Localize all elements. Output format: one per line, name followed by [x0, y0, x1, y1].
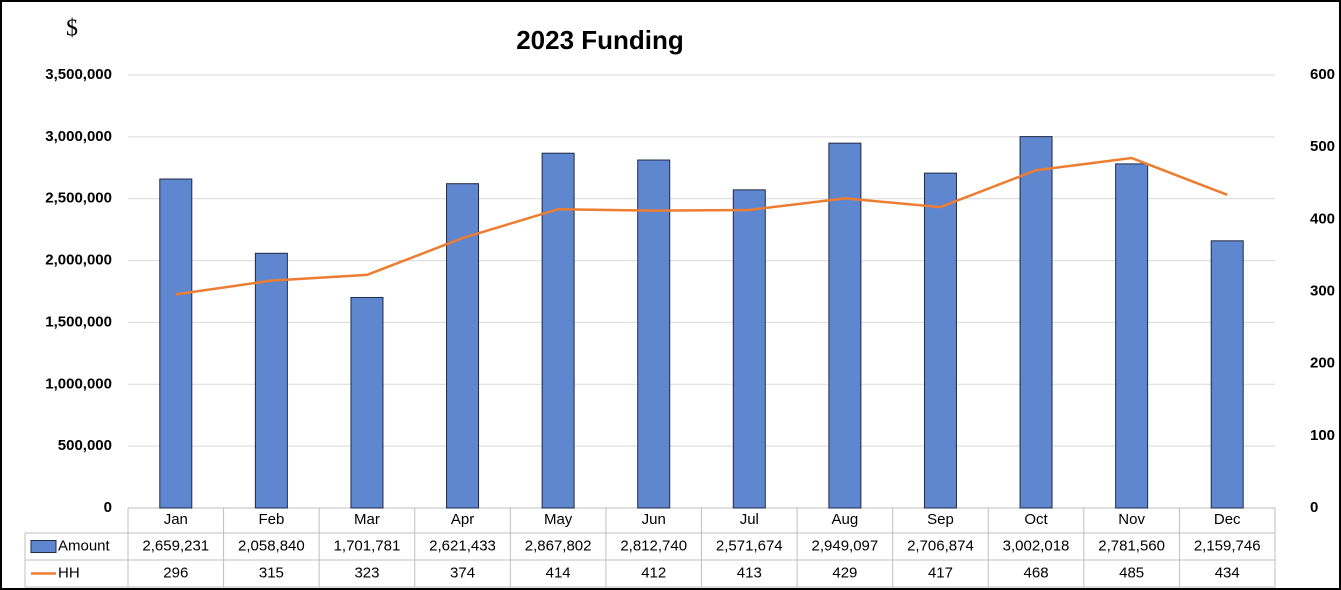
- table-value: 1,701,781: [334, 537, 401, 554]
- table-value: 417: [928, 564, 953, 581]
- table-value: 323: [354, 564, 379, 581]
- bar: [254, 252, 288, 509]
- bar: [159, 178, 193, 509]
- x-tick-label: Mar: [354, 511, 380, 528]
- table-value: 296: [163, 564, 188, 581]
- y-tick-label: 0: [104, 499, 112, 516]
- table-value: 3,002,018: [1003, 537, 1070, 554]
- table-value: 434: [1215, 564, 1240, 581]
- x-tick-label: Apr: [451, 511, 474, 528]
- bar: [350, 296, 384, 509]
- bar: [1115, 163, 1149, 509]
- x-tick-label: Nov: [1118, 511, 1145, 528]
- table-value: 2,621,433: [429, 537, 496, 554]
- bar: [1019, 136, 1053, 509]
- bar: [637, 159, 671, 509]
- bar: [446, 183, 480, 509]
- table-value: 2,159,746: [1194, 537, 1261, 554]
- table-value: 2,706,874: [907, 537, 974, 554]
- legend-key: [30, 540, 57, 553]
- y2-tick-label: 500: [1310, 138, 1335, 155]
- chart-title: 2023 Funding: [516, 25, 684, 55]
- table-value: 2,781,560: [1098, 537, 1165, 554]
- table-value: 315: [259, 564, 284, 581]
- x-tick-label: Aug: [832, 511, 859, 528]
- table-value: 429: [832, 564, 857, 581]
- y2-tick-label: 100: [1310, 427, 1335, 444]
- y-tick-label: 500,000: [58, 437, 112, 454]
- y2-tick-label: 200: [1310, 355, 1335, 372]
- y-tick-label: 2,500,000: [45, 190, 112, 207]
- x-tick-label: Sep: [927, 511, 954, 528]
- table-value: 414: [546, 564, 571, 581]
- y-axis-label: $: [66, 16, 78, 42]
- line: [175, 156, 1228, 296]
- table-value: 374: [450, 564, 475, 581]
- x-tick-label: Oct: [1024, 511, 1048, 528]
- x-tick-label: Feb: [258, 511, 284, 528]
- legend-label: Amount: [58, 537, 111, 554]
- y2-tick-label: 0: [1310, 499, 1318, 516]
- x-tick-label: Jan: [164, 511, 188, 528]
- bar: [1210, 240, 1244, 509]
- table-value: 468: [1024, 564, 1049, 581]
- table-value: 413: [737, 564, 762, 581]
- y-tick-label: 2,000,000: [45, 252, 112, 269]
- y-tick-label: 1,500,000: [45, 313, 112, 330]
- table-value: 2,812,740: [620, 537, 687, 554]
- bar: [828, 142, 862, 509]
- y2-tick-label: 600: [1310, 66, 1335, 83]
- y-tick-label: 3,000,000: [45, 128, 112, 145]
- x-tick-label: Dec: [1214, 511, 1241, 528]
- bar: [541, 152, 575, 509]
- y-tick-label: 1,000,000: [45, 375, 112, 392]
- table-value: 412: [641, 564, 666, 581]
- table-value: 2,058,840: [238, 537, 305, 554]
- table-value: 2,949,097: [812, 537, 879, 554]
- bar: [923, 172, 957, 509]
- legend-label: HH: [58, 564, 80, 581]
- table-value: 2,867,802: [525, 537, 592, 554]
- table-value: 2,571,674: [716, 537, 783, 554]
- x-tick-label: Jul: [740, 511, 759, 528]
- x-tick-label: May: [544, 511, 573, 528]
- table-value: 2,659,231: [142, 537, 209, 554]
- y2-tick-label: 400: [1310, 210, 1335, 227]
- table-value: 485: [1119, 564, 1144, 581]
- bar: [732, 189, 766, 509]
- y-tick-label: 3,500,000: [45, 66, 112, 83]
- x-tick-label: Jun: [642, 511, 666, 528]
- y2-tick-label: 300: [1310, 282, 1335, 299]
